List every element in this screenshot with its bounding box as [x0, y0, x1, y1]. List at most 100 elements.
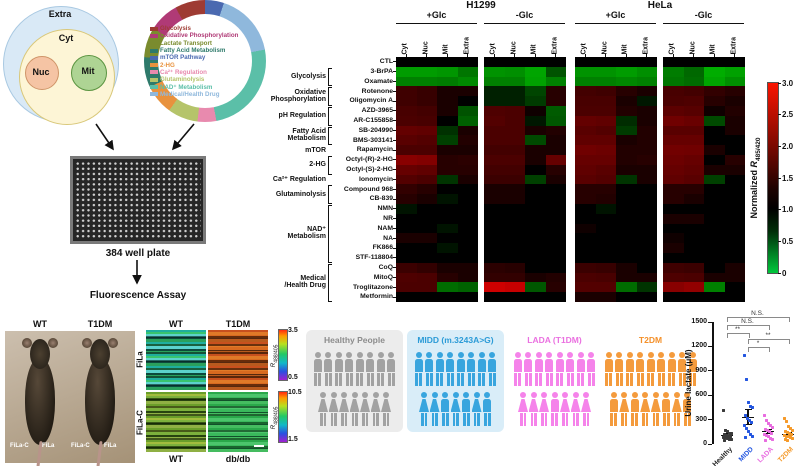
person-icon-male	[513, 352, 523, 388]
heatmap-cell	[504, 233, 525, 244]
heatmap-cell	[683, 96, 704, 106]
heatmap-cell	[504, 262, 525, 273]
heatmap-cell	[504, 96, 525, 106]
scatter-point	[763, 427, 767, 431]
heatmap-cell	[416, 253, 437, 263]
heatmap-cell	[484, 213, 505, 224]
legend-item: Lactate Transport	[150, 40, 266, 47]
scatter-point	[765, 429, 769, 433]
legend-item: Oxidative Phosphorylation	[150, 32, 266, 39]
heatmap-cell	[484, 96, 505, 106]
column-label: Cyt	[401, 42, 409, 54]
heatmap-cell	[683, 233, 704, 244]
heatmap-cell	[636, 243, 657, 253]
heatmap-cell	[437, 106, 458, 116]
heatmap-cell	[595, 155, 616, 165]
person-icon-male	[344, 352, 354, 388]
row-tick	[393, 247, 396, 249]
legend-label: NAD⁺ Metabolism	[160, 83, 213, 91]
person-icon-male	[604, 352, 614, 388]
heatmap-cell	[545, 155, 566, 165]
scatter-point	[744, 377, 748, 381]
row-label: MitoQ	[373, 273, 393, 281]
scatter-point	[743, 414, 747, 417]
person-icon-female	[528, 392, 539, 428]
heatmap-cell	[616, 125, 637, 136]
column-label: Extra	[642, 36, 650, 54]
person-icon-male	[630, 392, 640, 428]
heatmap-cell	[525, 96, 546, 106]
heatmap-cell	[525, 57, 546, 67]
heatmap-cell	[525, 292, 546, 302]
colorbar-tick	[778, 82, 781, 84]
heatmap-cell	[457, 282, 478, 293]
row-tick	[393, 169, 396, 171]
heatmap-cell	[416, 184, 437, 195]
heatmap-cell	[575, 262, 596, 273]
heatmap-cell	[575, 223, 596, 234]
person-icon-male	[565, 352, 575, 388]
fila-colorbar-2-label: R488/405	[270, 406, 280, 430]
heatmap-cell	[416, 76, 437, 87]
heatmap-cell	[616, 223, 637, 234]
scatter-point	[785, 431, 789, 435]
heatmap-cell	[504, 204, 525, 214]
heatmap-cell	[724, 223, 745, 234]
heatmap-cell	[416, 125, 437, 136]
group-label: mTOR	[305, 146, 326, 154]
heatmap-cell	[437, 164, 458, 175]
heatmap-cell	[396, 204, 417, 214]
fila-bottom-dbdb-label: db/db	[225, 454, 251, 464]
significance-label: **	[734, 326, 741, 333]
heatmap-cell	[636, 135, 657, 146]
group-bracket	[328, 205, 332, 263]
heatmap-cell	[683, 76, 704, 87]
heatmap-cell	[724, 204, 745, 214]
heatmap-cell	[663, 272, 684, 283]
heatmap-cell	[484, 204, 505, 214]
fila-c-tag: FiLa-C	[10, 443, 29, 449]
fila-colorbar-1	[278, 329, 288, 381]
condition-label: +Glc	[605, 10, 626, 20]
column-tick	[646, 53, 648, 57]
heatmap-cell	[504, 213, 525, 224]
heatmap-cell	[437, 125, 458, 136]
fluorescence-image-wt-fila	[146, 330, 206, 390]
person-icon-male	[424, 352, 434, 388]
scatter-point	[766, 435, 770, 439]
person-icon-male	[414, 352, 424, 388]
mice-photo: FiLa-C FiLa FiLa-C FiLa	[5, 331, 135, 466]
cohort-icon-row	[603, 392, 698, 428]
heatmap-cell	[416, 292, 437, 302]
row-label: FK866	[372, 244, 393, 252]
heatmap-cell	[636, 194, 657, 204]
legend-swatch	[150, 70, 158, 75]
scatter-point	[784, 434, 788, 438]
heatmap-cell	[525, 125, 546, 136]
colorbar-tick	[778, 145, 781, 147]
heatmap-cell	[663, 262, 684, 273]
scatter-point	[763, 438, 767, 442]
heatmap-cell	[636, 184, 657, 195]
cohort-icon-row	[407, 352, 504, 388]
nuc-label: Nuc	[32, 67, 50, 77]
heatmap-cell	[545, 115, 566, 126]
extra-label: Extra	[48, 9, 72, 19]
heatmap-cell	[636, 155, 657, 165]
heatmap-cell	[683, 57, 704, 67]
heatmap-cell	[457, 76, 478, 87]
heatmap-cell	[595, 164, 616, 175]
row-tick	[393, 228, 396, 229]
heatmap-cell	[457, 213, 478, 224]
column-tick	[405, 53, 407, 57]
person-icon-female	[450, 392, 461, 428]
heatmap-cell	[616, 204, 637, 214]
significance-bracket	[727, 317, 790, 322]
heatmap-cell	[545, 213, 566, 224]
heatmap-cell	[504, 253, 525, 263]
heatmap-cell	[616, 292, 637, 302]
fila-col-t1dm-label: T1DM	[225, 319, 251, 329]
heatmap-cell	[504, 272, 525, 283]
heatmap-cell	[396, 282, 417, 293]
heatmap-cell	[704, 86, 725, 97]
